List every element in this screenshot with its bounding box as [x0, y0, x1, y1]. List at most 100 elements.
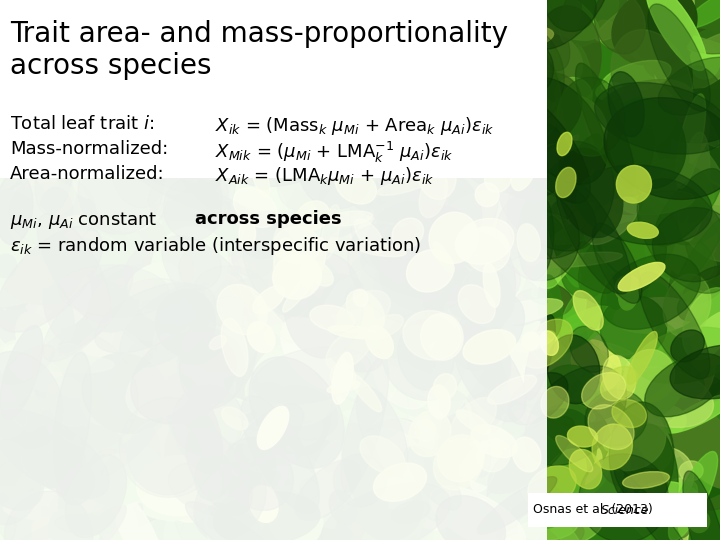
Ellipse shape — [474, 263, 532, 318]
Ellipse shape — [556, 436, 593, 472]
Ellipse shape — [0, 197, 64, 253]
Ellipse shape — [184, 451, 244, 503]
Ellipse shape — [658, 57, 720, 115]
Ellipse shape — [468, 176, 523, 276]
Ellipse shape — [549, 216, 580, 287]
Ellipse shape — [438, 276, 505, 339]
Ellipse shape — [379, 245, 469, 312]
Ellipse shape — [199, 291, 248, 347]
Ellipse shape — [186, 502, 292, 540]
Ellipse shape — [125, 322, 172, 394]
Ellipse shape — [571, 340, 621, 390]
Ellipse shape — [53, 84, 139, 100]
Ellipse shape — [652, 448, 720, 504]
Ellipse shape — [146, 145, 188, 194]
Ellipse shape — [536, 131, 557, 148]
Ellipse shape — [46, 422, 139, 476]
Ellipse shape — [612, 0, 697, 65]
Ellipse shape — [352, 197, 443, 252]
Ellipse shape — [602, 197, 677, 275]
Ellipse shape — [194, 266, 268, 316]
Ellipse shape — [540, 157, 608, 219]
Ellipse shape — [0, 284, 50, 301]
Ellipse shape — [165, 480, 206, 511]
Ellipse shape — [623, 471, 670, 488]
Ellipse shape — [382, 313, 466, 401]
Ellipse shape — [247, 322, 275, 353]
Ellipse shape — [418, 150, 456, 199]
Ellipse shape — [438, 189, 544, 256]
Ellipse shape — [373, 92, 429, 151]
Ellipse shape — [76, 0, 158, 38]
Ellipse shape — [232, 206, 280, 230]
Ellipse shape — [377, 178, 429, 195]
Ellipse shape — [84, 0, 168, 94]
Ellipse shape — [557, 132, 572, 156]
Ellipse shape — [0, 227, 83, 305]
Ellipse shape — [182, 396, 253, 416]
Ellipse shape — [483, 278, 573, 320]
Ellipse shape — [179, 259, 230, 294]
Ellipse shape — [0, 113, 61, 177]
Ellipse shape — [585, 197, 639, 245]
Ellipse shape — [230, 72, 319, 136]
Ellipse shape — [267, 358, 328, 401]
Ellipse shape — [523, 204, 613, 293]
Ellipse shape — [55, 76, 125, 143]
Ellipse shape — [154, 47, 264, 103]
Ellipse shape — [14, 227, 61, 262]
Ellipse shape — [556, 167, 576, 198]
Ellipse shape — [154, 0, 236, 63]
Ellipse shape — [572, 44, 593, 98]
Ellipse shape — [239, 265, 278, 338]
Ellipse shape — [531, 403, 610, 477]
Ellipse shape — [410, 479, 482, 540]
Ellipse shape — [0, 258, 42, 295]
Ellipse shape — [563, 89, 593, 182]
Ellipse shape — [42, 484, 89, 540]
Ellipse shape — [10, 343, 64, 390]
Ellipse shape — [381, 353, 426, 396]
Ellipse shape — [251, 46, 325, 134]
Ellipse shape — [299, 439, 328, 492]
Ellipse shape — [87, 449, 130, 500]
Ellipse shape — [648, 4, 710, 111]
Ellipse shape — [237, 46, 293, 113]
Ellipse shape — [336, 151, 425, 183]
Ellipse shape — [366, 32, 387, 79]
Ellipse shape — [152, 208, 233, 289]
Ellipse shape — [294, 167, 366, 217]
Ellipse shape — [1, 29, 78, 95]
Ellipse shape — [538, 306, 613, 357]
Ellipse shape — [660, 478, 698, 508]
Ellipse shape — [403, 310, 462, 360]
Ellipse shape — [687, 144, 720, 235]
Ellipse shape — [349, 373, 382, 412]
Ellipse shape — [644, 45, 694, 79]
Ellipse shape — [674, 177, 720, 261]
Ellipse shape — [53, 15, 114, 71]
Text: across species: across species — [10, 52, 212, 80]
Ellipse shape — [0, 492, 38, 540]
Ellipse shape — [291, 65, 339, 103]
Ellipse shape — [438, 134, 516, 179]
Ellipse shape — [0, 441, 44, 510]
Ellipse shape — [177, 417, 220, 449]
Ellipse shape — [433, 254, 494, 302]
Ellipse shape — [373, 240, 438, 346]
Ellipse shape — [181, 70, 217, 106]
Ellipse shape — [0, 352, 63, 449]
Ellipse shape — [355, 186, 384, 210]
Ellipse shape — [534, 67, 568, 131]
Ellipse shape — [332, 353, 354, 404]
Ellipse shape — [241, 396, 319, 514]
Ellipse shape — [559, 134, 601, 198]
Ellipse shape — [230, 278, 307, 319]
Ellipse shape — [437, 318, 485, 394]
Ellipse shape — [437, 330, 495, 421]
Ellipse shape — [602, 510, 680, 540]
Ellipse shape — [94, 492, 138, 540]
Ellipse shape — [78, 85, 202, 153]
Ellipse shape — [43, 18, 86, 87]
Ellipse shape — [257, 316, 302, 352]
